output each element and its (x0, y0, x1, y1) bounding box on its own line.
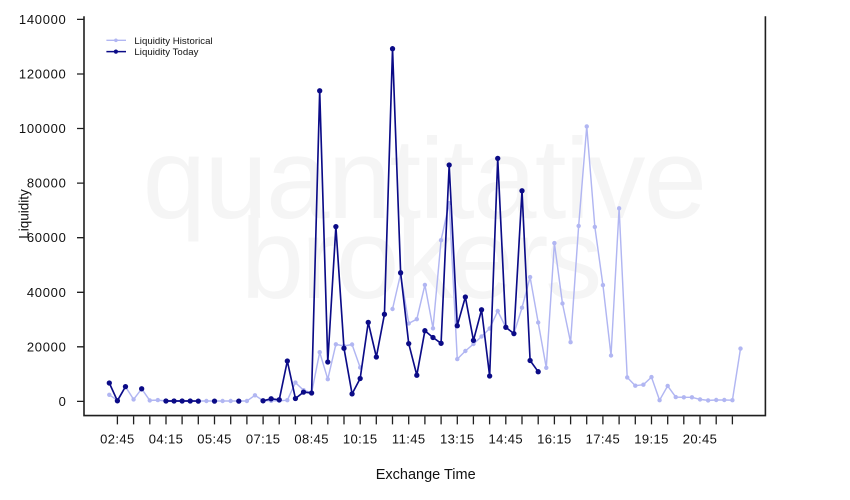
svg-text:02:45: 02:45 (100, 432, 135, 447)
svg-text:140000: 140000 (19, 12, 67, 27)
svg-text:16:15: 16:15 (537, 432, 572, 447)
svg-text:120000: 120000 (19, 67, 67, 82)
svg-text:07:15: 07:15 (246, 432, 281, 447)
svg-text:80000: 80000 (27, 176, 67, 191)
svg-text:20000: 20000 (27, 339, 67, 354)
svg-text:13:15: 13:15 (440, 432, 475, 447)
svg-text:08:45: 08:45 (294, 432, 329, 447)
svg-text:11:45: 11:45 (392, 432, 426, 447)
svg-text:Liquidity: Liquidity (17, 189, 32, 239)
svg-text:quantitative: quantitative (143, 116, 706, 243)
svg-text:04:15: 04:15 (149, 432, 184, 447)
svg-text:100000: 100000 (19, 121, 67, 136)
svg-text:60000: 60000 (27, 230, 67, 245)
svg-text:40000: 40000 (27, 285, 67, 300)
svg-text:Liquidity Historical: Liquidity Historical (134, 36, 212, 47)
svg-text:20:45: 20:45 (683, 432, 718, 447)
svg-text:14:45: 14:45 (489, 432, 524, 447)
svg-text:05:45: 05:45 (197, 432, 232, 447)
svg-text:19:15: 19:15 (634, 432, 669, 447)
svg-text:17:45: 17:45 (586, 432, 621, 447)
svg-text:0: 0 (59, 394, 67, 409)
svg-text:Liquidity Today: Liquidity Today (134, 47, 198, 58)
svg-text:10:15: 10:15 (343, 432, 378, 447)
svg-text:Exchange Time: Exchange Time (376, 467, 476, 483)
